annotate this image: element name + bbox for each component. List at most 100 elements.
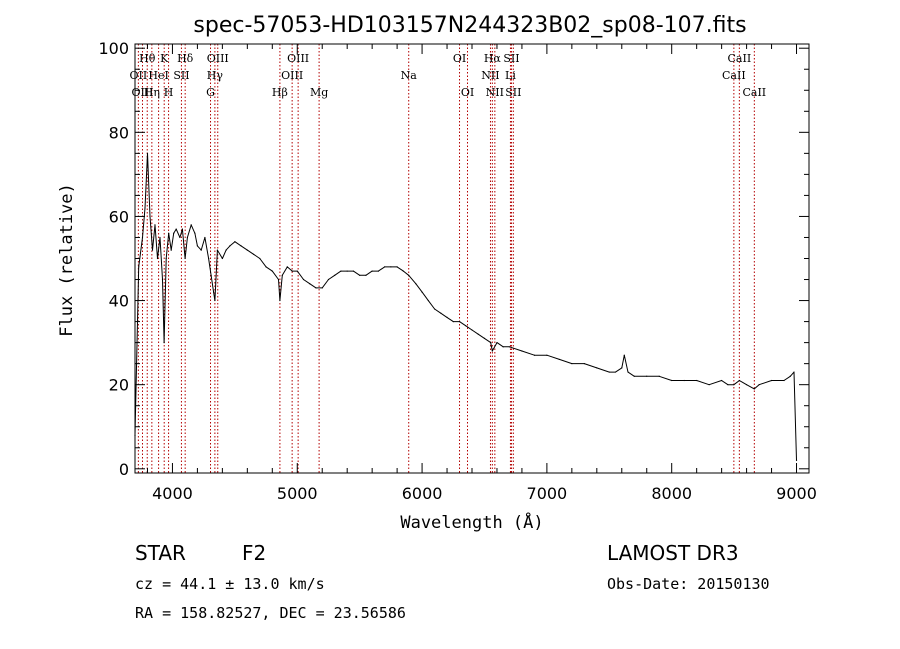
data-point [190,224,192,226]
data-point [252,253,255,255]
data-point [558,358,560,361]
data-point [138,266,140,268]
data-point [721,379,723,382]
data-point [144,207,146,209]
y-tick-label-2: 40 [109,292,129,311]
data-point [156,257,159,260]
data-point [302,278,305,281]
line-label-14: Hβ [272,86,288,99]
data-point [396,266,398,268]
data-point [214,299,216,302]
data-point [179,236,181,239]
data-point [315,287,317,289]
data-point [402,270,404,272]
x-axis: 4000 5000 6000 7000 8000 9000 [146,44,817,503]
data-point [465,325,467,327]
x-tick-label-5: 9000 [776,484,817,503]
line-label-20: SII [503,52,519,65]
data-point [733,384,735,386]
data-point [181,228,184,230]
line-label-3: Hη [144,86,160,99]
data-point [646,375,648,377]
data-point [727,384,729,386]
data-point [483,337,486,340]
data-point [571,363,573,365]
data-point [321,287,323,289]
data-point [196,245,199,247]
data-point [352,270,355,272]
data-point [194,232,196,234]
data-point [327,278,330,281]
line-label-16: Na [401,69,418,82]
line-label-26: CaII [722,69,746,82]
data-point [149,215,151,218]
line-label-0: Hθ [139,52,156,65]
coordinates: RA = 158.82527, DEC = 23.56586 [135,604,406,622]
data-point [596,367,598,369]
data-point [471,329,473,331]
line-label-1: OII [130,69,148,82]
line-label-7: H [164,86,174,99]
line-label-12: OIII [287,52,309,65]
chart-title: spec-57053-HD103157N244323B02_sp08-107.f… [193,13,746,38]
data-point [614,371,617,373]
data-point [234,241,236,243]
line-label-19: Hα [484,52,502,65]
data-point [168,232,170,234]
plot-frame [134,43,810,474]
x-tick-label-1: 5000 [277,484,318,503]
x-tick-label-0: 4000 [152,484,193,503]
data-point [186,236,189,239]
x-axis-label: Wavelength (Å) [400,511,543,533]
data-point [277,278,280,281]
obs-date: Obs-Date: 20150130 [607,575,770,593]
line-label-6: SII [173,69,189,82]
data-point [173,232,175,234]
data-point [623,354,625,356]
line-label-22: Li [505,69,516,82]
line-label-23: NII [486,86,504,99]
data-point [365,274,367,276]
data-point [491,350,493,352]
survey-name: LAMOST DR3 [607,541,739,565]
data-point [708,384,710,386]
data-point [184,257,186,260]
data-point [783,379,785,382]
object-class: STAR [135,541,186,565]
data-point [154,224,156,226]
y-tick-label-0: 0 [119,460,129,479]
redshift-readout: cz = 44.1 ± 13.0 km/s [135,575,325,593]
data-point [346,270,348,272]
data-point [384,266,386,268]
data-point [340,270,342,272]
data-point [770,379,773,382]
data-point [161,278,164,281]
data-point [296,270,298,272]
y-tick-label-1: 20 [109,376,129,395]
data-point [216,249,218,251]
data-point [440,312,442,314]
data-point [608,371,610,373]
data-point [458,320,461,323]
data-point [159,236,161,239]
data-point [671,379,673,382]
data-point [621,367,623,369]
line-label-13: OIII [281,69,303,82]
line-label-8: Hδ [177,52,194,65]
data-point [208,257,210,260]
y-tick-label-3: 60 [109,207,129,226]
data-point [758,384,760,386]
data-point [427,299,429,302]
data-point [221,257,223,260]
data-point [371,270,373,272]
line-label-18: OI [461,86,474,99]
data-point [225,249,227,251]
data-point [259,257,261,260]
data-point [738,379,740,382]
line-label-11: G [206,86,215,99]
data-point [452,320,454,323]
x-tick-label-2: 6000 [402,484,443,503]
line-label-21: NII [481,69,499,82]
